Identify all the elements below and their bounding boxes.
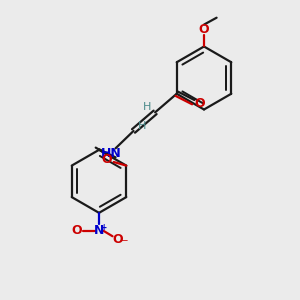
Text: H: H	[142, 102, 151, 112]
Text: H: H	[138, 121, 146, 130]
Text: N: N	[94, 224, 104, 237]
Text: O: O	[112, 233, 123, 246]
Text: −: −	[120, 235, 127, 244]
Text: +: +	[100, 223, 106, 232]
Text: O: O	[72, 224, 83, 237]
Text: HN: HN	[100, 147, 122, 160]
Text: O: O	[101, 152, 112, 166]
Text: O: O	[194, 97, 205, 110]
Text: O: O	[199, 22, 209, 36]
